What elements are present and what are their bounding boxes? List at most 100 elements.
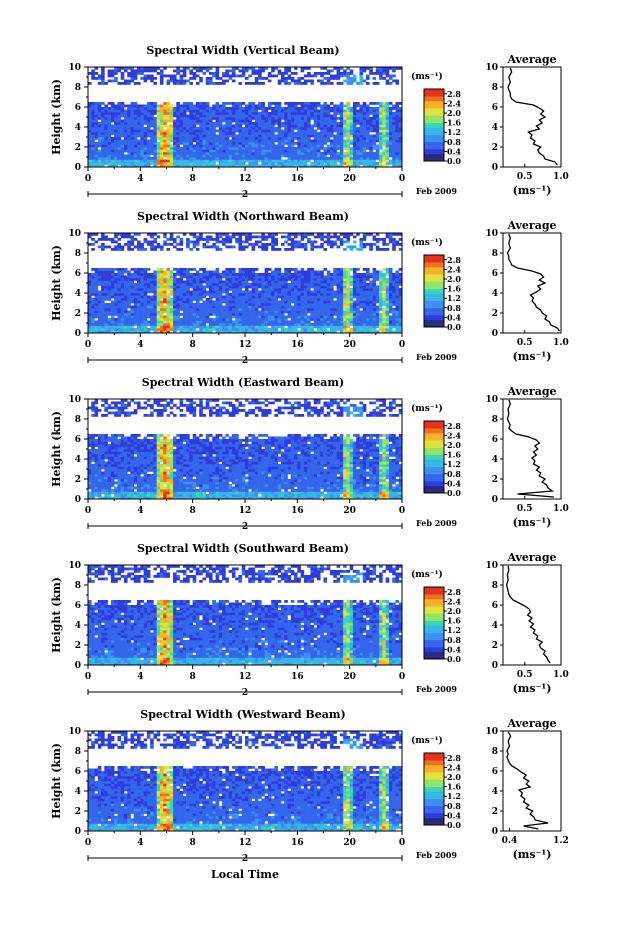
heatmap-cell bbox=[287, 67, 292, 70]
heatmap-cell bbox=[310, 298, 314, 301]
heatmap-cell bbox=[94, 308, 99, 311]
heatmap-cell bbox=[114, 268, 118, 271]
heatmap-cell bbox=[123, 104, 128, 108]
heatmap-cell bbox=[379, 112, 383, 115]
heatmap-cell bbox=[300, 134, 305, 138]
heatmap-cell bbox=[114, 310, 118, 314]
heatmap-cell bbox=[101, 67, 105, 70]
heatmap-cell bbox=[153, 124, 157, 128]
heatmap-cell bbox=[271, 310, 275, 314]
heatmap-cell bbox=[110, 127, 115, 130]
heatmap-cell bbox=[343, 112, 347, 115]
heatmap-cell bbox=[137, 154, 141, 158]
heatmap-cell bbox=[238, 157, 243, 160]
heatmap-cell bbox=[199, 162, 203, 165]
heatmap-cell bbox=[146, 164, 151, 168]
heatmap-cell bbox=[284, 240, 288, 244]
heatmap-cell bbox=[346, 144, 350, 148]
heatmap-cell bbox=[182, 283, 187, 286]
heatmap-cell bbox=[107, 144, 112, 148]
heatmap-cell bbox=[209, 308, 213, 311]
heatmap-cell bbox=[251, 273, 256, 276]
heatmap-cell bbox=[127, 74, 131, 78]
heatmap-cell bbox=[330, 134, 334, 138]
heatmap-cell bbox=[284, 248, 288, 251]
heatmap-cell bbox=[287, 295, 292, 299]
heatmap-cell bbox=[287, 144, 292, 148]
heatmap-cell bbox=[94, 132, 99, 135]
heatmap-cell bbox=[130, 104, 135, 108]
heatmap-cell bbox=[130, 117, 135, 120]
heatmap-cell bbox=[231, 129, 236, 133]
heatmap-cell bbox=[277, 295, 282, 299]
heatmap-cell bbox=[133, 293, 138, 296]
heatmap-cell bbox=[267, 117, 272, 120]
heatmap-cell bbox=[284, 280, 288, 284]
heatmap-cell bbox=[362, 107, 367, 110]
heatmap-cell bbox=[392, 124, 396, 128]
heatmap-cell bbox=[120, 127, 125, 130]
heatmap-cell bbox=[127, 283, 131, 286]
heatmap-cell bbox=[133, 144, 138, 148]
heatmap-cell bbox=[297, 243, 301, 246]
heatmap-cell bbox=[107, 134, 112, 138]
heatmap-cell bbox=[274, 162, 279, 165]
heatmap-cell bbox=[245, 144, 249, 148]
heatmap-cell bbox=[228, 270, 233, 274]
heatmap-cell bbox=[146, 109, 151, 113]
heatmap-cell bbox=[166, 310, 171, 314]
y-tick-label: 6 bbox=[75, 103, 81, 113]
heatmap-cell bbox=[163, 308, 167, 311]
heatmap-cell bbox=[241, 119, 246, 123]
heatmap-cell bbox=[209, 305, 213, 309]
heatmap-cell bbox=[392, 74, 396, 78]
heatmap-cell bbox=[294, 79, 298, 83]
heatmap-cell bbox=[143, 320, 148, 324]
heatmap-cell bbox=[267, 300, 272, 304]
heatmap-cell bbox=[235, 74, 239, 78]
heatmap-cell bbox=[333, 325, 337, 329]
heatmap-cell bbox=[294, 305, 298, 309]
heatmap-cell bbox=[176, 114, 180, 118]
heatmap-cell bbox=[277, 137, 282, 140]
heatmap-cell bbox=[107, 114, 112, 118]
heatmap-cell bbox=[277, 69, 282, 73]
heatmap-cell bbox=[209, 127, 213, 130]
heatmap-cell bbox=[245, 147, 249, 150]
heatmap-cell bbox=[267, 278, 272, 281]
heatmap-cell bbox=[254, 154, 259, 158]
heatmap-cell bbox=[222, 318, 226, 321]
heatmap-cell bbox=[88, 305, 92, 309]
heatmap-cell bbox=[264, 159, 269, 163]
heatmap-cell bbox=[330, 243, 334, 246]
heatmap-cell bbox=[277, 142, 282, 145]
heatmap-cell bbox=[238, 275, 243, 279]
heatmap-cell bbox=[254, 134, 259, 138]
heatmap-cell bbox=[133, 303, 138, 306]
heatmap-cell bbox=[228, 127, 233, 130]
heatmap-cell bbox=[97, 142, 102, 145]
heatmap-cell bbox=[277, 139, 282, 143]
heatmap-cell bbox=[107, 305, 112, 309]
heatmap-cell bbox=[313, 270, 318, 274]
heatmap-cell bbox=[248, 305, 252, 309]
heatmap-cell bbox=[235, 325, 239, 329]
y-tick-label: 2 bbox=[75, 143, 81, 153]
heatmap-cell bbox=[159, 164, 164, 168]
heatmap-cell bbox=[179, 132, 184, 135]
heatmap-cell bbox=[346, 102, 350, 105]
heatmap-cell bbox=[326, 147, 331, 150]
heatmap-cell bbox=[123, 159, 128, 163]
heatmap-cell bbox=[146, 74, 151, 78]
heatmap-cell bbox=[205, 310, 210, 314]
heatmap-cell bbox=[143, 137, 148, 140]
heatmap-cell bbox=[88, 233, 92, 236]
heatmap-cell bbox=[323, 248, 328, 251]
heatmap-cell bbox=[241, 318, 246, 321]
heatmap-cell bbox=[346, 134, 350, 138]
heatmap-cell bbox=[346, 77, 350, 80]
heatmap-cell bbox=[159, 77, 164, 80]
heatmap-cell bbox=[169, 288, 174, 291]
heatmap-cell bbox=[114, 323, 118, 326]
heatmap-cell bbox=[284, 290, 288, 294]
